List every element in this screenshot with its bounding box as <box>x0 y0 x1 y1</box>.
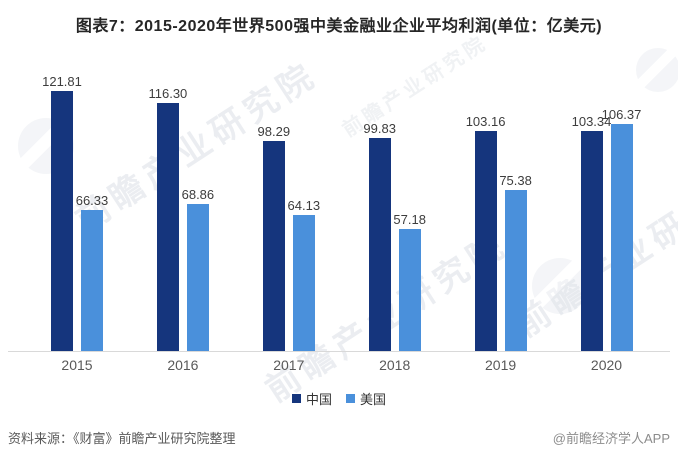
x-tick-label: 2019 <box>485 357 517 373</box>
legend-item-usa: 美国 <box>346 389 386 408</box>
chart-title: 图表7：2015-2020年世界500强中美金融业企业平均利润(单位：亿美元) <box>75 18 603 35</box>
x-tick-label: 2015 <box>61 357 93 373</box>
bar-china-2020 <box>580 130 603 352</box>
value-label: 64.13 <box>287 197 321 213</box>
x-tick-label: 2016 <box>167 357 199 373</box>
legend-swatch-china-icon <box>291 394 301 403</box>
bar-usa-2020 <box>610 124 633 352</box>
legend-label-usa: 美国 <box>360 392 387 407</box>
watermark-logo-icon <box>636 48 678 92</box>
legend-swatch-usa-icon <box>346 394 355 403</box>
value-label: 106.37 <box>601 107 642 123</box>
value-label: 57.18 <box>393 212 426 228</box>
bar-usa-2018 <box>398 229 421 352</box>
bar-usa-2015 <box>81 209 103 352</box>
value-label: 116.30 <box>148 85 188 101</box>
credit-note: @前瞻经济学人APP <box>552 431 670 446</box>
x-tick-label: 2017 <box>273 357 305 373</box>
bar-usa-2017 <box>292 214 315 352</box>
bar-china-2015 <box>51 91 73 352</box>
bar-usa-2016 <box>186 204 209 352</box>
value-label: 68.86 <box>181 187 215 203</box>
watermark-logo-icon <box>532 258 588 314</box>
bar-china-2018 <box>368 138 391 352</box>
value-label: 75.38 <box>499 173 532 189</box>
source-note: 资料来源：《财富》前瞻产业研究院整理 <box>8 431 236 446</box>
value-label: 121.81 <box>42 74 82 89</box>
value-label: 103.34 <box>571 113 612 129</box>
value-label: 99.83 <box>363 121 396 137</box>
legend: 中国 美国 <box>0 389 678 408</box>
x-tick-label: 2020 <box>590 357 623 373</box>
x-axis-line <box>8 351 670 352</box>
legend-label-china: 中国 <box>305 392 332 407</box>
value-label: 103.16 <box>465 113 506 129</box>
value-label: 98.29 <box>257 124 291 140</box>
x-tick-label: 2018 <box>379 357 411 373</box>
legend-item-china: 中国 <box>291 389 332 408</box>
bar-china-2019 <box>474 130 497 352</box>
bar-china-2016 <box>156 102 179 352</box>
bar-china-2017 <box>262 141 285 352</box>
bar-usa-2019 <box>504 190 527 352</box>
value-label: 66.33 <box>75 192 109 208</box>
